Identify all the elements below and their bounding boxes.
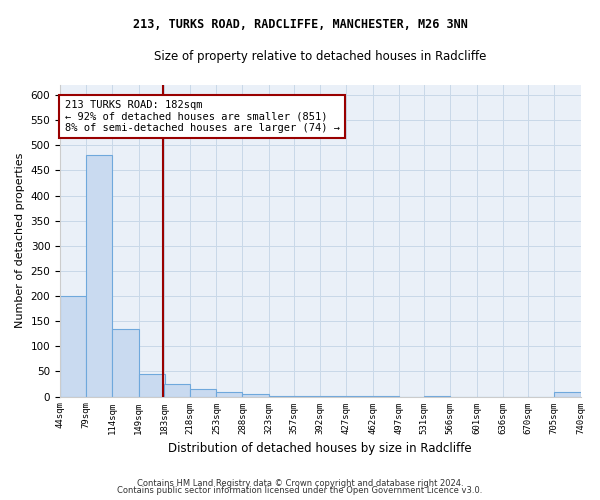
Bar bbox=[112, 328, 139, 396]
Text: 213, TURKS ROAD, RADCLIFFE, MANCHESTER, M26 3NN: 213, TURKS ROAD, RADCLIFFE, MANCHESTER, … bbox=[133, 18, 467, 30]
Text: 213 TURKS ROAD: 182sqm
← 92% of detached houses are smaller (851)
8% of semi-det: 213 TURKS ROAD: 182sqm ← 92% of detached… bbox=[65, 100, 340, 134]
Bar bbox=[60, 296, 86, 396]
Bar bbox=[554, 392, 581, 396]
Text: Contains public sector information licensed under the Open Government Licence v3: Contains public sector information licen… bbox=[118, 486, 482, 495]
Title: Size of property relative to detached houses in Radcliffe: Size of property relative to detached ho… bbox=[154, 50, 487, 63]
Text: Contains HM Land Registry data © Crown copyright and database right 2024.: Contains HM Land Registry data © Crown c… bbox=[137, 478, 463, 488]
Bar bbox=[164, 384, 190, 396]
Bar bbox=[139, 374, 165, 396]
Bar bbox=[217, 392, 242, 396]
Bar bbox=[190, 389, 217, 396]
Bar bbox=[86, 156, 112, 396]
Bar bbox=[242, 394, 269, 396]
X-axis label: Distribution of detached houses by size in Radcliffe: Distribution of detached houses by size … bbox=[169, 442, 472, 455]
Y-axis label: Number of detached properties: Number of detached properties bbox=[15, 153, 25, 328]
